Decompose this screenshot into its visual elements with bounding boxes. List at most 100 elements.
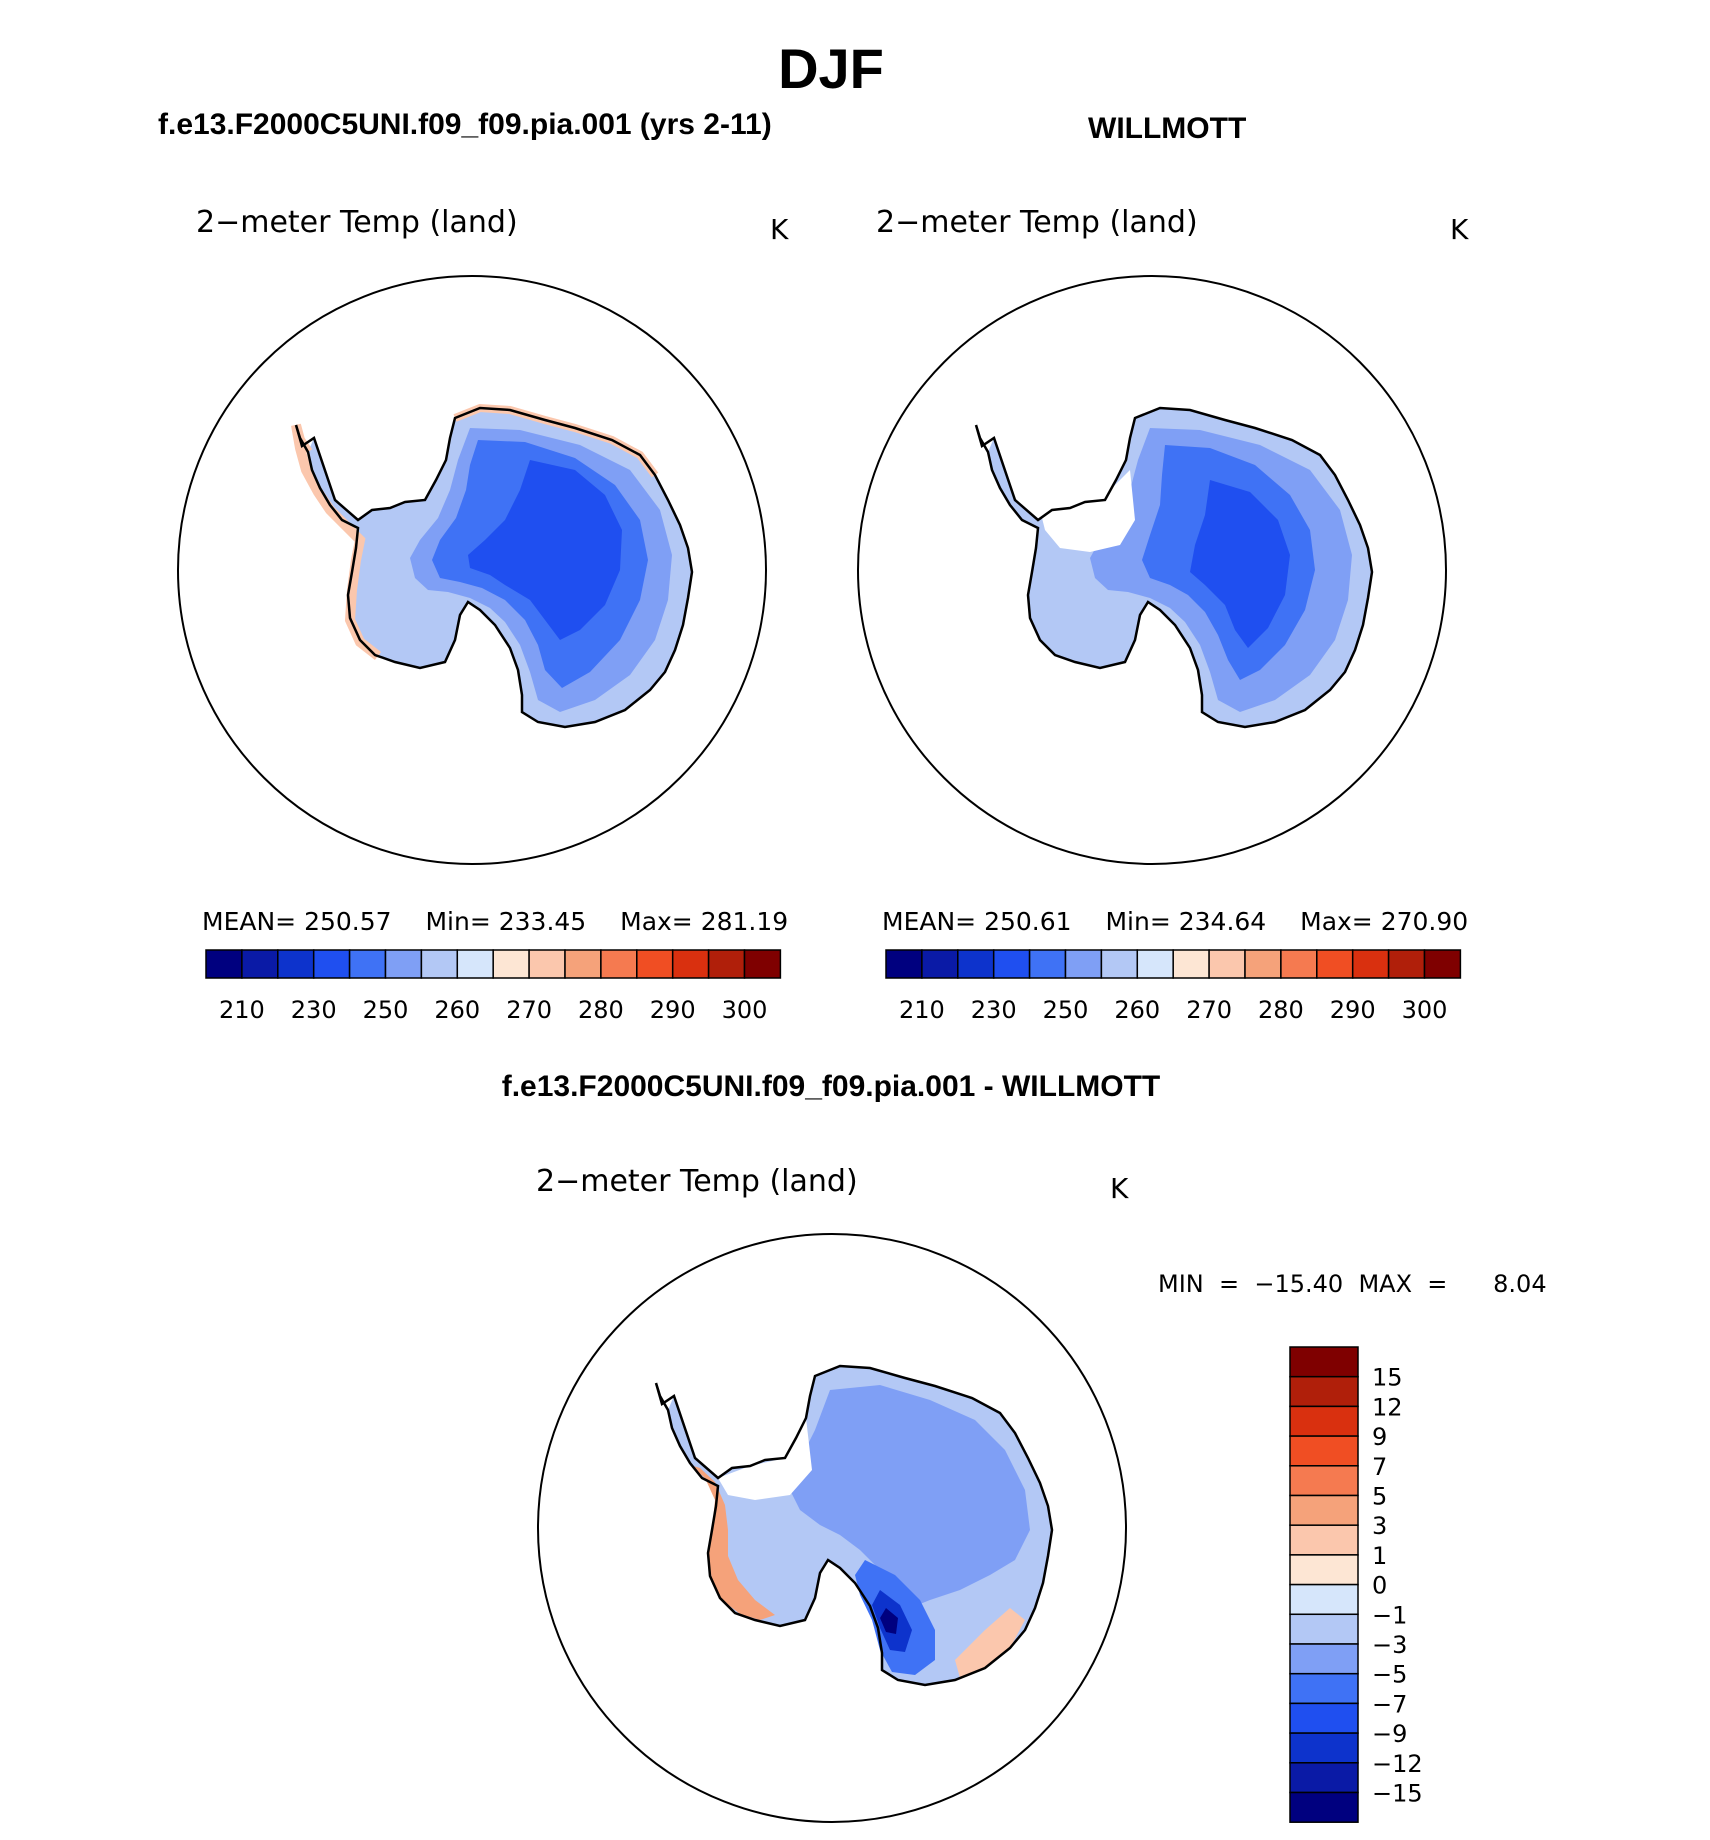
colorbar-box bbox=[277, 949, 315, 979]
colorbar-box bbox=[743, 949, 782, 979]
colorbar-box bbox=[1316, 949, 1354, 979]
colorbar-box bbox=[1244, 949, 1282, 979]
colorbar-tick-label: 270 bbox=[506, 996, 552, 1024]
model-map bbox=[291, 403, 694, 729]
colorbar-box bbox=[1423, 949, 1462, 979]
colorbar-tick-label: 260 bbox=[1114, 996, 1160, 1024]
colorbar-box bbox=[1289, 1494, 1359, 1526]
colorbar-box bbox=[420, 949, 459, 979]
colorbar-box bbox=[312, 949, 351, 979]
colorbar-box bbox=[1289, 1791, 1359, 1823]
colorbar-box bbox=[1289, 1554, 1359, 1586]
colorbar-box bbox=[1289, 1702, 1359, 1734]
colorbar-tick-label: 250 bbox=[1043, 996, 1089, 1024]
model-variable-title: 2−meter Temp (land) bbox=[196, 205, 518, 240]
colorbar-box bbox=[1289, 1672, 1359, 1705]
obs-min-label: Min= bbox=[1105, 907, 1171, 936]
colorbar-box bbox=[885, 949, 923, 979]
model-min-value: 233.45 bbox=[498, 907, 587, 936]
obs-stats: MEAN= 250.61 Min= 234.64 Max= 270.90 bbox=[882, 907, 1468, 936]
colorbar-box bbox=[1280, 949, 1318, 979]
colorbar-box bbox=[1100, 949, 1139, 979]
colorbar-box bbox=[1289, 1405, 1359, 1437]
colorbar-tick-label: 210 bbox=[219, 996, 265, 1024]
interior-coldest bbox=[468, 460, 622, 640]
obs-mean-value: 250.61 bbox=[984, 907, 1072, 936]
colorbar-tick-label: 280 bbox=[578, 996, 624, 1024]
colorbar-tick-label: 3 bbox=[1372, 1512, 1387, 1540]
colorbar-box bbox=[1289, 1435, 1359, 1467]
colorbar-box bbox=[205, 949, 243, 979]
diff-unsampled-white-region bbox=[718, 1418, 812, 1500]
colorbar-box bbox=[384, 949, 423, 979]
colorbar-tick-label: 260 bbox=[434, 996, 480, 1024]
colorbar-box bbox=[348, 949, 387, 979]
diff-header: f.e13.F2000C5UNI.f09_f09.pia.001 - WILLM… bbox=[501, 1070, 1161, 1103]
colorbar-tick-label: 230 bbox=[291, 996, 337, 1024]
model-stats: MEAN= 250.57 Min= 233.45 Max= 281.19 bbox=[202, 907, 788, 936]
colorbar-tick-label: 5 bbox=[1372, 1483, 1387, 1511]
colorbar-box bbox=[1289, 1346, 1359, 1378]
page-title: DJF bbox=[778, 37, 884, 100]
obs-variable-title: 2−meter Temp (land) bbox=[876, 205, 1198, 240]
model-header: f.e13.F2000C5UNI.f09_f09.pia.001 (yrs 2-… bbox=[158, 108, 772, 141]
obs-colorbar: 210 230 250 260 270 280 290 300 bbox=[885, 949, 1462, 1024]
diff-minmax: MIN = −15.40 MAX = 8.04 bbox=[1158, 1270, 1547, 1298]
obs-map bbox=[974, 406, 1374, 729]
obs-max-label: Max= bbox=[1300, 907, 1373, 936]
colorbar-box bbox=[636, 949, 674, 979]
colorbar-tick-label: 12 bbox=[1372, 1393, 1403, 1421]
model-colorbar: 210 230 250 260 270 280 290 300 bbox=[205, 949, 782, 1024]
colorbar-box bbox=[1387, 949, 1426, 979]
colorbar-box bbox=[1351, 949, 1390, 979]
model-mean-label: MEAN= bbox=[202, 907, 297, 936]
model-units: K bbox=[770, 213, 789, 246]
colorbar-box bbox=[1289, 1643, 1359, 1675]
colorbar-box bbox=[1289, 1762, 1359, 1794]
colorbar-tick-label: 270 bbox=[1186, 996, 1232, 1024]
obs-max-value: 270.90 bbox=[1380, 907, 1469, 936]
colorbar-box bbox=[564, 949, 602, 979]
colorbar-tick-label: 1 bbox=[1372, 1542, 1387, 1570]
colorbar-box bbox=[456, 949, 494, 979]
diff-negative-peak bbox=[880, 1608, 898, 1634]
colorbar-box bbox=[492, 949, 530, 979]
colorbar-box bbox=[600, 949, 638, 979]
diff-negative-moderate bbox=[790, 1385, 1030, 1610]
obs-units: K bbox=[1450, 213, 1469, 246]
diff-map-boundary bbox=[537, 1233, 1127, 1823]
colorbar-tick-label: −3 bbox=[1372, 1631, 1407, 1659]
diff-variable-title: 2−meter Temp (land) bbox=[536, 1164, 858, 1199]
colorbar-box bbox=[1289, 1465, 1359, 1497]
diff-map bbox=[654, 1364, 1054, 1687]
diff-positive-peninsula bbox=[690, 1465, 775, 1620]
colorbar-tick-label: 290 bbox=[650, 996, 696, 1024]
obs-header: WILLMOTT bbox=[1088, 112, 1247, 145]
colorbar-tick-label: 7 bbox=[1372, 1453, 1387, 1481]
model-max-value: 281.19 bbox=[700, 907, 789, 936]
model-max-label: Max= bbox=[620, 907, 693, 936]
diff-units: K bbox=[1110, 1172, 1129, 1205]
colorbar-tick-label: 300 bbox=[722, 996, 768, 1024]
obs-map-boundary bbox=[857, 275, 1447, 865]
colorbar-tick-label: 15 bbox=[1372, 1364, 1403, 1392]
colorbar-box bbox=[1289, 1613, 1359, 1645]
colorbar-box bbox=[241, 949, 279, 979]
colorbar-box bbox=[957, 949, 995, 979]
colorbar-box bbox=[921, 949, 959, 979]
colorbar-box bbox=[1208, 949, 1246, 979]
colorbar-box bbox=[671, 949, 710, 979]
colorbar-tick-label: −15 bbox=[1372, 1780, 1423, 1808]
colorbar-tick-label: 230 bbox=[971, 996, 1017, 1024]
coastline bbox=[294, 406, 694, 729]
diff-positive-coast bbox=[955, 1608, 1025, 1678]
colorbar-tick-label: −5 bbox=[1372, 1661, 1407, 1689]
colorbar-box bbox=[1289, 1583, 1359, 1616]
colorbar-box bbox=[1172, 949, 1210, 979]
colorbar-tick-label: 210 bbox=[899, 996, 945, 1024]
obs-mean-label: MEAN= bbox=[882, 907, 977, 936]
colorbar-box bbox=[528, 949, 566, 979]
colorbar-tick-label: −7 bbox=[1372, 1690, 1407, 1718]
